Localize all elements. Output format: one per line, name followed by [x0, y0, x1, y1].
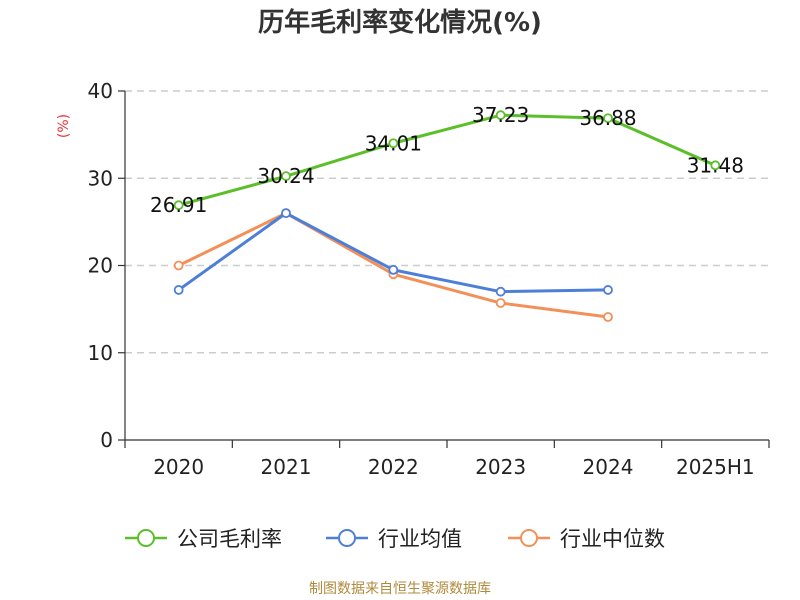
axes: 0 10 20 30 40 2020 2021 2022 2023 2024 2025H1	[88, 79, 770, 479]
y-tick-label: 0	[100, 428, 113, 452]
data-point	[603, 113, 613, 124]
x-tick-label: 2024	[583, 455, 634, 479]
series-line-0	[178, 113, 716, 207]
legend-label: 行业均值	[378, 527, 462, 551]
data-point	[281, 171, 291, 182]
legend-label: 行业中位数	[560, 527, 665, 551]
legend-label: 公司毛利率	[177, 527, 282, 551]
data-point	[388, 138, 399, 149]
legend-item-1[interactable]: 行业均值	[326, 527, 462, 551]
data-point	[710, 160, 721, 171]
data-point	[495, 110, 506, 121]
y-tick-label: 40	[88, 79, 113, 103]
y-tick-label: 20	[88, 254, 113, 278]
data-point	[495, 286, 506, 297]
legend-swatch-marker	[137, 529, 155, 547]
data-label: 30.24	[257, 164, 314, 188]
data-point	[281, 208, 291, 219]
x-tick-label: 2020	[153, 455, 204, 479]
legend: 公司毛利率 行业均值 行业中位数	[125, 527, 665, 551]
data-point	[173, 260, 184, 271]
data-label: 37.23	[472, 103, 529, 127]
y-tick-label: 10	[88, 341, 113, 365]
x-tick-label: 2023	[475, 455, 526, 479]
data-point	[603, 312, 613, 322]
data-point	[173, 200, 184, 211]
x-tick-label: 2025H1	[676, 455, 755, 479]
data-label: 34.01	[365, 131, 422, 155]
legend-swatch-marker	[520, 529, 538, 547]
x-tick-label: 2021	[261, 455, 312, 479]
data-label: 36.88	[579, 106, 636, 130]
data-labels: 26.91 30.24 34.01 37.23 36.88 31.48	[150, 103, 744, 217]
data-point	[495, 298, 506, 308]
data-point	[173, 285, 184, 295]
data-label: 31.48	[687, 153, 744, 177]
data-label: 26.91	[150, 193, 207, 217]
series-lines	[173, 110, 721, 322]
series-line-1	[177, 211, 609, 294]
y-axis-unit-label: (%)	[56, 114, 72, 138]
source-note: 制图数据来自恒生聚源数据库	[309, 581, 491, 597]
y-tick-label: 30	[88, 166, 113, 190]
data-point	[603, 285, 613, 295]
legend-swatch-marker	[338, 529, 356, 547]
data-point	[388, 264, 399, 275]
chart-title: 历年毛利率变化情况(%)	[258, 7, 542, 38]
x-tick-label: 2022	[368, 455, 419, 479]
legend-item-2[interactable]: 行业中位数	[508, 527, 665, 551]
legend-item-0[interactable]: 公司毛利率	[125, 527, 282, 551]
